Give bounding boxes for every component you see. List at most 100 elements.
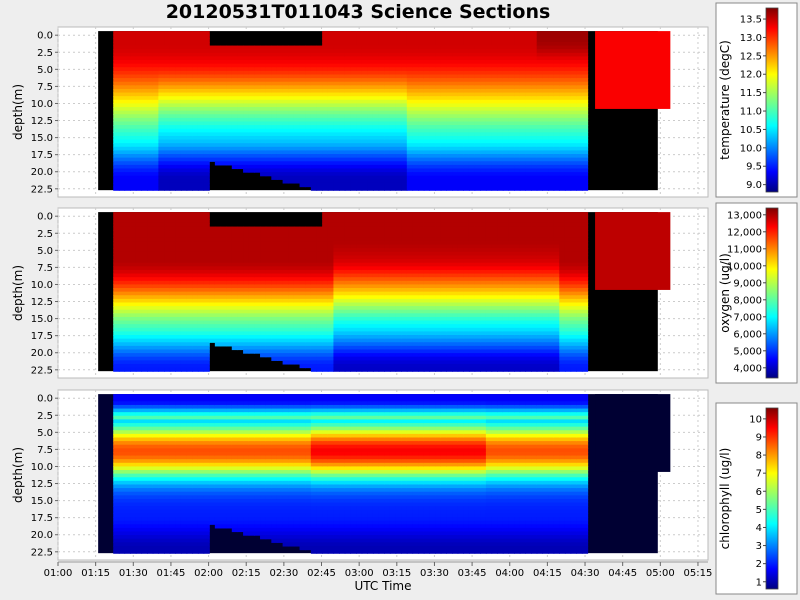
heat-cell xyxy=(169,320,176,325)
heat-cell xyxy=(384,103,391,108)
heat-cell xyxy=(372,96,380,101)
heat-cell xyxy=(401,164,408,170)
heat-cell xyxy=(124,63,131,68)
heat-cell xyxy=(282,298,289,304)
heat-cell xyxy=(226,273,233,278)
heat-cell xyxy=(418,85,425,90)
heat-cell xyxy=(192,132,199,137)
heat-cell xyxy=(214,320,222,325)
heat-cell xyxy=(288,288,295,293)
heat-cell xyxy=(395,107,402,112)
heat-cell xyxy=(299,172,306,177)
heat-cell xyxy=(175,356,182,361)
heat-cell xyxy=(356,128,363,133)
heat-cell xyxy=(203,244,210,249)
heat-cell xyxy=(197,34,205,39)
heat-cell xyxy=(406,179,414,184)
heat-cell xyxy=(536,38,543,43)
heat-cell xyxy=(502,110,510,115)
heat-cell xyxy=(412,96,419,101)
heat-cell xyxy=(214,241,222,246)
heat-cell xyxy=(248,226,255,231)
heat-cell xyxy=(576,92,583,97)
heat-cell xyxy=(192,168,199,173)
heat-cell xyxy=(282,320,289,325)
heat-cell xyxy=(192,146,199,152)
heat-cell xyxy=(260,92,267,97)
heat-cell xyxy=(514,92,521,97)
heat-cell xyxy=(576,168,583,173)
heat-cell xyxy=(502,31,510,36)
heat-cell xyxy=(152,175,159,180)
heat-cell xyxy=(570,143,577,148)
heat-cell xyxy=(276,298,284,304)
heat-cell xyxy=(158,262,165,267)
heat-cell xyxy=(260,259,267,264)
heat-cell xyxy=(214,335,222,340)
heat-cell xyxy=(209,85,216,90)
heat-cell xyxy=(175,262,182,267)
heat-cell xyxy=(130,212,137,217)
heat-cell xyxy=(248,110,255,115)
heat-cell xyxy=(356,110,363,115)
heat-cell xyxy=(254,280,261,286)
heat-cell xyxy=(542,96,549,101)
heat-cell xyxy=(457,41,464,47)
heat-cell xyxy=(553,157,560,162)
heat-cell xyxy=(186,157,193,162)
heat-cell xyxy=(316,114,323,119)
heat-cell xyxy=(282,244,289,249)
heat-cell xyxy=(452,107,459,112)
heat-cell xyxy=(542,38,549,43)
heat-cell xyxy=(265,345,272,351)
heat-cell xyxy=(180,222,188,228)
heat-cell xyxy=(564,88,572,94)
heat-cell xyxy=(548,41,555,47)
heat-cell xyxy=(113,288,120,293)
heat-cell xyxy=(248,78,255,83)
heat-cell xyxy=(113,215,120,220)
heat-cell xyxy=(180,157,188,162)
heat-cell xyxy=(147,233,154,239)
heat-cell xyxy=(548,63,555,68)
heat-cell xyxy=(186,295,193,300)
heat-cell xyxy=(203,327,210,333)
heat-cell xyxy=(192,31,199,36)
heat-cell xyxy=(395,121,402,126)
heat-cell xyxy=(389,114,397,119)
heat-cell xyxy=(152,56,159,61)
heat-cell xyxy=(197,356,205,361)
heat-cell xyxy=(276,161,284,166)
heat-cell xyxy=(130,356,137,361)
heat-cell xyxy=(214,125,222,130)
heat-cell xyxy=(367,85,374,90)
heat-cell xyxy=(553,110,560,115)
heat-cell xyxy=(423,38,431,43)
heat-cell xyxy=(147,172,154,177)
heat-cell xyxy=(175,143,182,148)
heat-cell xyxy=(147,107,154,112)
heat-cell xyxy=(367,146,374,152)
heat-cell xyxy=(502,117,510,123)
heat-cell xyxy=(254,244,261,249)
heat-cell xyxy=(214,128,222,133)
heat-cell xyxy=(564,161,572,166)
heat-cell xyxy=(288,172,295,177)
heat-cell xyxy=(485,41,493,47)
heat-cell xyxy=(299,139,306,144)
heat-cell xyxy=(197,186,205,191)
heat-cell xyxy=(226,56,233,61)
heat-cell xyxy=(113,186,120,191)
heat-cell xyxy=(282,309,289,314)
heat-cell xyxy=(480,107,487,112)
heat-cell xyxy=(305,56,312,61)
heat-cell xyxy=(446,31,453,36)
heat-cell xyxy=(423,125,431,130)
heat-cell xyxy=(124,212,131,217)
heat-cell xyxy=(361,49,368,54)
heat-cell xyxy=(164,233,171,239)
heat-cell xyxy=(158,251,165,257)
heat-cell xyxy=(514,139,521,144)
heat-cell xyxy=(395,103,402,108)
heat-cell xyxy=(197,324,205,329)
